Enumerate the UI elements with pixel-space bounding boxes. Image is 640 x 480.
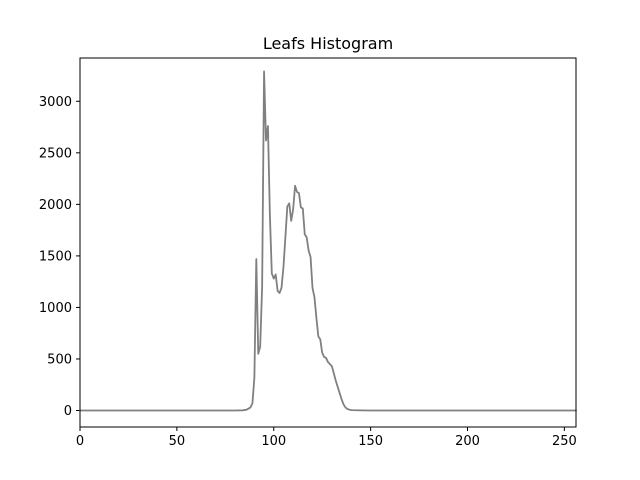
- plot-series: [79, 70, 577, 412]
- x-axis: 0 50 100 150 200 250: [76, 427, 577, 449]
- y-tick-label: 1500: [39, 249, 72, 264]
- x-tick-label: 250: [552, 434, 577, 449]
- y-tick-label: 3000: [39, 95, 72, 110]
- chart-title: Leafs Histogram: [263, 34, 393, 53]
- x-tick-label: 0: [76, 434, 84, 449]
- x-tick-label: 200: [455, 434, 480, 449]
- plot-frame: [79, 57, 577, 428]
- y-tick-label: 2500: [39, 146, 72, 161]
- y-tick-label: 0: [64, 404, 72, 419]
- y-axis: 0 500 1000 1500 2000 2500 3000: [39, 95, 80, 419]
- x-tick-label: 150: [358, 434, 383, 449]
- y-tick-label: 2000: [39, 198, 72, 213]
- x-tick-label: 100: [261, 434, 286, 449]
- x-tick-label: 50: [169, 434, 186, 449]
- y-tick-label: 500: [47, 352, 72, 367]
- histogram-line-0: [79, 70, 577, 412]
- y-tick-label: 1000: [39, 301, 72, 316]
